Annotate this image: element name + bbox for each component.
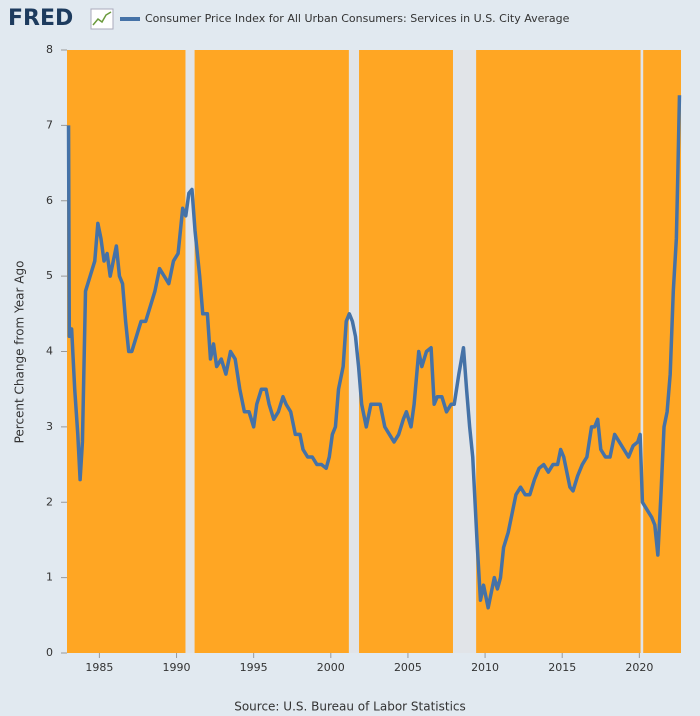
x-tick-label: 2000 [317, 661, 345, 674]
y-tick-label: 2 [46, 495, 53, 508]
legend-label: Consumer Price Index for All Urban Consu… [145, 12, 570, 25]
x-tick-label: 2005 [394, 661, 422, 674]
y-tick-label: 3 [46, 420, 53, 433]
source: Source: U.S. Bureau of Labor Statistics [234, 700, 466, 714]
logo: FRED [8, 6, 73, 31]
x-tick-label: 2015 [548, 661, 576, 674]
x-tick-label: 2020 [625, 661, 653, 674]
x-tick-label: 1990 [163, 661, 191, 674]
y-tick-label: 1 [46, 571, 53, 584]
series-line [66, 95, 682, 610]
y-tick-label: 7 [46, 118, 53, 131]
logo-icon-line [92, 11, 112, 26]
x-tick-label: 2010 [471, 661, 499, 674]
x-tick-label: 1995 [240, 661, 268, 674]
y-axis-label: Percent Change from Year Ago [13, 261, 27, 444]
recession-band [640, 50, 644, 653]
recession-band [185, 50, 195, 653]
recession-band [348, 50, 360, 653]
y-tick-label: 5 [46, 269, 53, 282]
y-tick-label: 8 [46, 43, 53, 56]
y-tick-label: 0 [46, 646, 53, 659]
y-tick-label: 6 [46, 194, 53, 207]
plot-background [67, 50, 681, 653]
y-tick-label: 4 [46, 345, 53, 358]
x-tick-label: 1985 [85, 661, 113, 674]
